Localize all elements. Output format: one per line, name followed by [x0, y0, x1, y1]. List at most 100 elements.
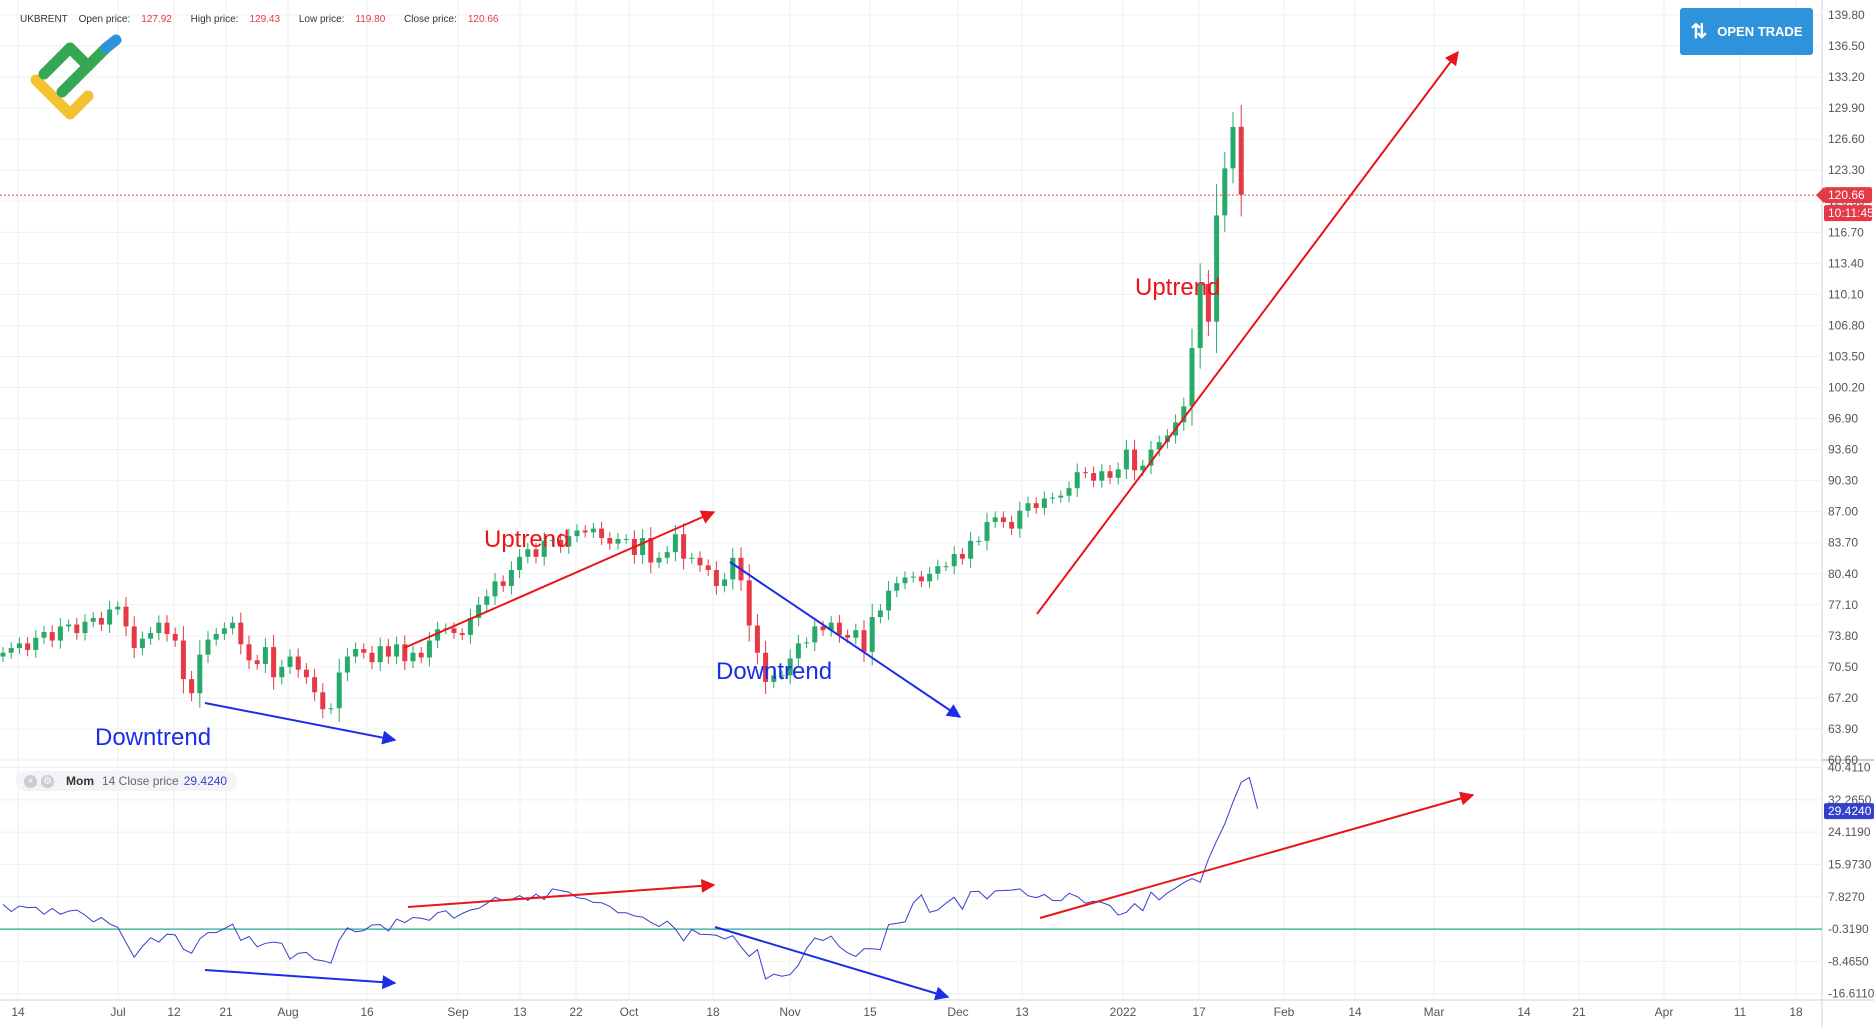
- indicator-legend[interactable]: × ⚙ Mom 14 Close price 29.4240: [16, 771, 238, 791]
- price-tick-label: 133.20: [1828, 70, 1865, 84]
- open-trade-button[interactable]: ⇅ OPEN TRADE: [1680, 8, 1813, 55]
- candle-body: [131, 626, 137, 649]
- candle-body: [500, 581, 506, 586]
- price-panel[interactable]: [0, 105, 1822, 722]
- label-uptrend-2: Uptrend: [1135, 274, 1220, 301]
- candle-body: [574, 530, 580, 537]
- time-tick-label: Nov: [779, 1005, 800, 1019]
- time-tick-label: 21: [1572, 1005, 1586, 1019]
- mom-tick-label: 7.8270: [1828, 890, 1865, 904]
- candle-body: [1050, 497, 1056, 499]
- candle-body: [927, 573, 933, 582]
- candle-body: [213, 633, 219, 640]
- candle-body: [1066, 488, 1072, 496]
- candle-body: [623, 538, 629, 540]
- label-uptrend-1: Uptrend: [484, 526, 569, 553]
- candle-body: [656, 557, 662, 563]
- candle-body: [238, 622, 244, 645]
- candle-body: [1132, 449, 1138, 471]
- candle-body: [681, 534, 687, 559]
- candle-body: [894, 583, 900, 591]
- candle-body: [287, 656, 293, 667]
- candle-body: [763, 652, 769, 682]
- candle-body: [303, 669, 309, 678]
- open-label: Open price:: [78, 14, 131, 25]
- candle-body: [1140, 465, 1146, 471]
- candle-body: [705, 565, 711, 570]
- candle-body: [1099, 471, 1105, 481]
- candle-body: [1115, 469, 1121, 478]
- candle-body: [910, 576, 916, 578]
- last-price-badge: [1824, 187, 1872, 204]
- mom-tick-label: 40.4110: [1828, 761, 1871, 775]
- candle-body: [828, 622, 834, 631]
- candle-body: [615, 538, 621, 544]
- time-tick-label: Apr: [1655, 1005, 1674, 1019]
- candle-body: [164, 622, 170, 634]
- candle-body: [861, 630, 867, 652]
- candle-body: [697, 557, 703, 566]
- time-tick-label: Feb: [1274, 1005, 1295, 1019]
- candle-body: [869, 617, 875, 652]
- candle-body: [139, 638, 145, 649]
- candle-body: [1107, 471, 1113, 478]
- time-tick-label: 21: [219, 1005, 233, 1019]
- candle-body: [320, 692, 326, 710]
- candle-body: [98, 617, 104, 625]
- candle-body: [246, 644, 252, 661]
- candle-body: [1000, 517, 1006, 523]
- candle-body: [1017, 510, 1023, 529]
- low-value: 119.80: [355, 14, 386, 25]
- momentum-panel[interactable]: [0, 776, 1822, 980]
- candle-body: [25, 643, 31, 650]
- indicator-params: 14 Close price: [102, 774, 179, 788]
- candle-body: [197, 654, 203, 694]
- candle-body: [1041, 498, 1047, 508]
- candle-body: [607, 538, 613, 544]
- candle-body: [853, 630, 859, 638]
- candle-body: [582, 530, 588, 533]
- candle-body: [418, 652, 424, 658]
- candle-body: [689, 557, 695, 559]
- candle-body: [16, 643, 22, 649]
- candle-body: [1189, 348, 1195, 407]
- candle-body: [33, 637, 39, 650]
- candle-body: [312, 677, 318, 693]
- candle-body: [1009, 522, 1015, 529]
- price-tick-label: 80.40: [1828, 567, 1858, 581]
- time-tick-label: 18: [1789, 1005, 1803, 1019]
- price-tick-label: 103.50: [1828, 349, 1865, 363]
- candle-body: [492, 581, 498, 597]
- candle-body: [1197, 284, 1203, 349]
- candle-body: [754, 625, 760, 653]
- candle-body: [262, 647, 268, 665]
- candle-body: [1181, 406, 1187, 423]
- candle-body: [935, 566, 941, 574]
- hide-indicator-icon[interactable]: ×: [24, 774, 37, 788]
- open-trade-label: OPEN TRADE: [1717, 24, 1803, 39]
- candle-body: [123, 606, 129, 627]
- candle-body: [533, 549, 539, 557]
- time-tick-label: Jul: [110, 1005, 125, 1019]
- candle-body: [820, 626, 826, 631]
- time-tick-label: Oct: [620, 1005, 639, 1019]
- countdown-label: 10:11:45: [1828, 206, 1874, 220]
- candle-body: [836, 622, 842, 635]
- candle-body: [394, 644, 400, 657]
- candle-body: [459, 633, 465, 635]
- indicator-value: 29.4240: [183, 774, 228, 788]
- candle-body: [410, 652, 416, 662]
- axes: 139.80 136.50 133.20 129.90 126.60 123.30 120.…: [11, 8, 1874, 1019]
- price-info-bar: UKBRENT Open price: 127.92 High price: 129…: [20, 14, 514, 25]
- indicator-settings-icon[interactable]: ⚙: [41, 774, 54, 788]
- candle-body: [49, 632, 55, 641]
- price-tick-label: 63.90: [1828, 722, 1858, 736]
- candle-body: [599, 528, 605, 539]
- candle-body: [336, 672, 342, 709]
- broker-logo: [30, 34, 122, 120]
- candle-body: [74, 624, 80, 634]
- candle-body: [402, 644, 408, 662]
- time-tick-label: 12: [167, 1005, 181, 1019]
- candle-body: [664, 552, 670, 558]
- candle-body: [722, 579, 728, 586]
